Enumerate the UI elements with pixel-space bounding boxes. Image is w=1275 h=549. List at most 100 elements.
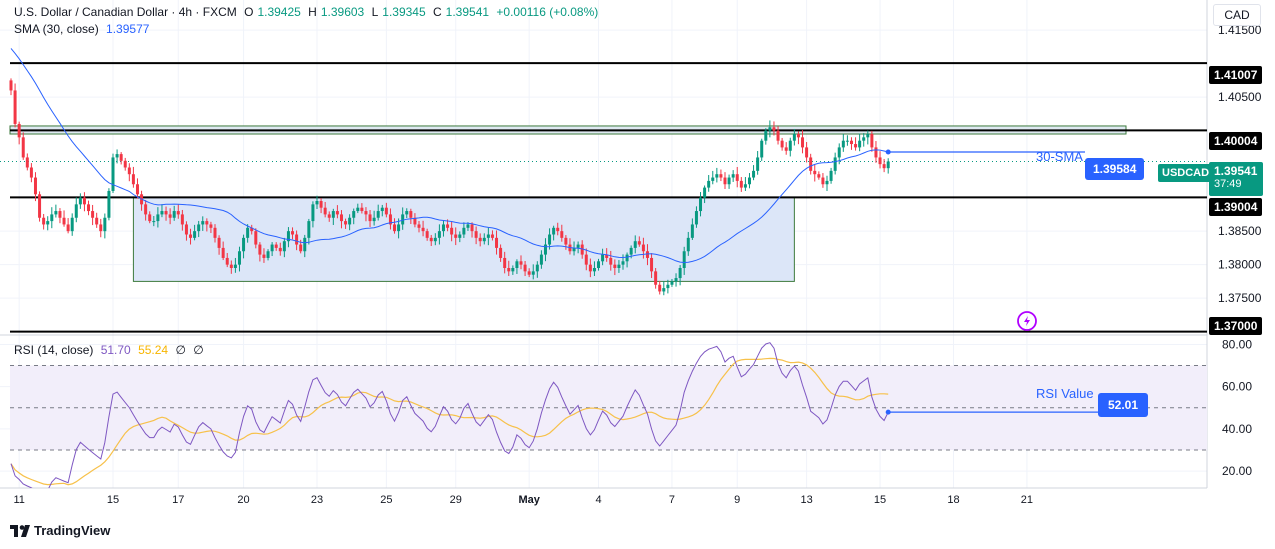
candle: [172, 205, 176, 221]
rsi-dot: [885, 409, 891, 415]
candle: [327, 211, 331, 222]
time-tick-label: 20: [237, 494, 250, 506]
candle: [731, 170, 735, 182]
candle: [515, 259, 519, 274]
candle: [727, 174, 731, 189]
candle: [335, 205, 339, 219]
sma-legend[interactable]: SMA (30, close) 1.39577: [14, 22, 153, 36]
candle: [686, 231, 690, 256]
price-tick-label: 1.40500: [1218, 90, 1262, 104]
candle: [527, 268, 531, 278]
candle: [152, 216, 156, 227]
rsi-extra-2: ∅: [193, 343, 204, 357]
candle: [303, 234, 307, 258]
candle: [21, 132, 25, 160]
rsi-extra-1: ∅: [175, 343, 186, 357]
candle: [364, 207, 368, 222]
candle: [405, 208, 409, 219]
candle: [91, 204, 95, 226]
candle: [242, 234, 246, 259]
candle: [62, 210, 66, 227]
candle: [111, 153, 115, 193]
candle: [490, 230, 494, 241]
high-label: H: [308, 5, 317, 19]
symbol-tag: USDCAD: [1158, 164, 1214, 182]
candle: [278, 242, 282, 256]
candle: [421, 220, 425, 237]
rsi-legend[interactable]: RSI (14, close) 51.70 55.24 ∅ ∅: [14, 343, 208, 357]
candle: [274, 242, 278, 251]
bar-countdown: 37:49: [1214, 178, 1242, 190]
candle: [66, 218, 70, 234]
candle: [796, 131, 800, 145]
rsi-ma-legend-value: 55.24: [138, 343, 169, 357]
candle: [307, 218, 311, 245]
candle: [376, 204, 380, 221]
high-value: 1.39603: [320, 5, 365, 19]
candle: [845, 135, 849, 146]
price-tick-label: 1.38500: [1218, 224, 1262, 238]
level-tag-1: 1.41007: [1209, 66, 1263, 84]
candle: [552, 225, 556, 241]
candle: [862, 133, 866, 147]
candle: [772, 121, 776, 136]
candle: [690, 218, 694, 240]
low-label: L: [371, 5, 379, 19]
chart-header: U.S. Dollar / Canadian Dollar · 4h · FXC…: [14, 5, 602, 19]
candle: [144, 200, 148, 221]
rsi-annotation: RSI Value: [1036, 386, 1094, 401]
candle: [788, 137, 792, 157]
candle: [425, 228, 429, 241]
candle: [225, 252, 229, 268]
candle: [637, 236, 641, 247]
open-label: O: [244, 5, 254, 19]
sma-annotation-tag: 1.39584: [1085, 158, 1145, 180]
candle: [360, 203, 364, 214]
candle: [817, 171, 821, 180]
price-tick-label: 1.41500: [1218, 23, 1262, 37]
candle: [127, 163, 131, 182]
candle: [715, 167, 719, 183]
currency-button[interactable]: CAD: [1213, 4, 1261, 26]
candle: [474, 226, 478, 245]
candle: [193, 224, 197, 241]
candle: [703, 185, 707, 204]
candle: [576, 241, 580, 254]
candle: [874, 141, 878, 163]
level-tag-2: 1.40004: [1209, 132, 1263, 150]
candle: [176, 204, 180, 219]
candle: [123, 157, 127, 171]
lightning-icon[interactable]: [1017, 311, 1037, 331]
candle: [168, 208, 172, 225]
candle: [42, 213, 46, 230]
candle: [291, 227, 295, 240]
candle: [197, 220, 201, 238]
candle: [25, 153, 29, 171]
rsi-tick-label: 40.00: [1222, 422, 1252, 436]
sma-line: [10, 48, 889, 264]
candle: [254, 228, 258, 249]
candle: [262, 248, 266, 263]
candle: [209, 221, 213, 234]
candle: [78, 193, 82, 209]
candle: [601, 248, 605, 266]
candle: [670, 278, 674, 287]
candle: [388, 208, 392, 230]
candle: [825, 175, 829, 191]
candle: [507, 260, 511, 276]
candle: [495, 230, 499, 255]
candle: [809, 153, 813, 175]
candle: [441, 220, 445, 237]
candle: [258, 242, 262, 262]
time-tick-label: 15: [873, 494, 887, 506]
rsi-band: [10, 365, 1207, 450]
candle: [286, 227, 290, 248]
candle: [184, 221, 188, 241]
sma-annotation: 30-SMA: [1036, 149, 1083, 164]
level-tag-3: 1.39004: [1209, 198, 1263, 216]
candle: [454, 227, 458, 246]
candle: [499, 244, 503, 262]
candle: [699, 192, 703, 217]
candle: [229, 260, 233, 274]
